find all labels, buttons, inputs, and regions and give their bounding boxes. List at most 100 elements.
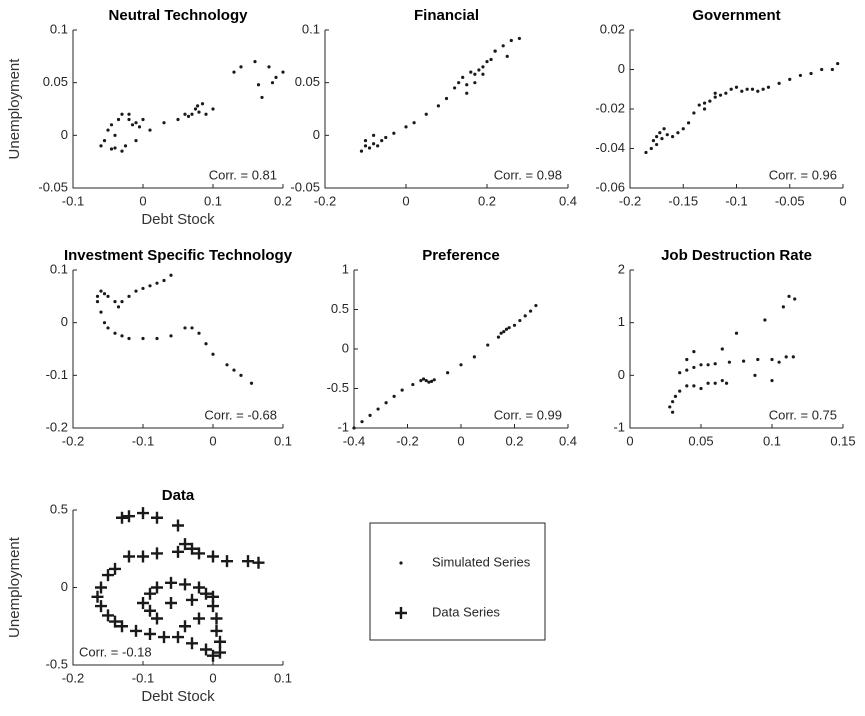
x-tick-label: -0.15 [668, 193, 698, 208]
data-point [155, 336, 159, 341]
data-point [777, 360, 781, 364]
data-point [210, 612, 223, 625]
data-point [673, 394, 678, 398]
data-point [137, 550, 149, 563]
data-point [127, 112, 131, 116]
data-point [692, 111, 696, 115]
data-point [211, 107, 215, 111]
data-point [360, 420, 364, 424]
data-point [141, 117, 145, 122]
data-point [720, 379, 724, 383]
data-point [421, 377, 426, 381]
y-axis-label: Unemployment [6, 58, 23, 160]
data-point [214, 635, 226, 648]
y-tick-label: 0.1 [302, 21, 320, 36]
data-point [692, 384, 696, 388]
data-point [444, 96, 449, 101]
data-point [253, 60, 257, 64]
data-point [742, 359, 746, 363]
chart-title: Data [162, 487, 195, 504]
data-point [204, 112, 208, 116]
data-point [504, 327, 509, 331]
data-point [453, 86, 457, 90]
data-point [784, 355, 788, 359]
x-tick-label: -0.1 [62, 193, 84, 208]
data-point [686, 121, 691, 125]
y-tick-label: 0.1 [50, 21, 68, 36]
data-point [734, 85, 739, 89]
data-point [127, 336, 131, 341]
annotation: Corr. = 0.81 [209, 167, 277, 182]
y-tick-label: 0 [61, 579, 68, 594]
data-point [134, 139, 138, 143]
data-point [787, 294, 791, 298]
data-point [95, 600, 107, 613]
y-tick-label: 0 [313, 127, 320, 142]
data-point [130, 123, 135, 127]
data-point [172, 631, 184, 644]
data-point [116, 305, 121, 309]
y-tick-label: 0 [61, 314, 68, 329]
data-point [120, 334, 124, 338]
data-point [481, 72, 485, 76]
x-tick-label: 0.1 [204, 193, 222, 208]
x-tick-label: 0.4 [559, 433, 577, 448]
data-point [372, 142, 376, 146]
x-tick-label: 0.4 [559, 193, 577, 208]
data-point [225, 363, 229, 367]
data-point [465, 91, 469, 95]
data-point [699, 386, 703, 391]
data-point [109, 147, 114, 151]
data-point [489, 57, 493, 62]
data-point [685, 384, 689, 388]
y-tick-label: 0.05 [43, 74, 68, 89]
data-point [239, 373, 243, 377]
data-point [120, 300, 124, 304]
data-point [179, 578, 191, 591]
data-point [186, 542, 198, 555]
data-point [130, 624, 142, 637]
data-point [376, 144, 380, 148]
x-tick-label: 0.1 [274, 670, 292, 685]
data-point [400, 388, 404, 392]
data-point [676, 131, 680, 135]
data-point [116, 117, 121, 122]
data-point [165, 576, 177, 589]
data-point [363, 144, 368, 148]
data-point [505, 54, 509, 58]
data-point [518, 318, 522, 323]
data-point [809, 71, 813, 76]
data-point [183, 326, 187, 330]
annotation: Corr. = 0.98 [494, 167, 562, 182]
data-point [713, 95, 717, 99]
x-tick-label: -0.2 [314, 193, 336, 208]
chart-title: Government [692, 7, 780, 24]
data-point [162, 121, 166, 125]
data-point [713, 91, 717, 95]
data-point [761, 87, 765, 91]
data-point [658, 131, 662, 135]
data-point [95, 294, 100, 298]
data-point [165, 597, 177, 609]
data-point [750, 87, 755, 91]
data-point [242, 555, 254, 568]
data-point [127, 294, 131, 298]
y-tick-label: 0 [618, 61, 625, 76]
x-tick-label: -0.1 [725, 193, 747, 208]
y-tick-label: 0 [342, 340, 349, 355]
data-point [193, 612, 205, 625]
x-tick-label: -0.2 [396, 433, 418, 448]
data-point [798, 73, 803, 78]
data-point [507, 326, 511, 330]
x-tick-label: 0.1 [763, 433, 781, 448]
data-point [461, 75, 465, 79]
x-tick-label: 0 [839, 193, 846, 208]
data-point [200, 587, 212, 600]
y-tick-label: -0.06 [595, 179, 625, 194]
data-point [384, 401, 388, 405]
chart-title: Preference [422, 247, 500, 264]
y-tick-label: -1 [337, 419, 349, 434]
y-tick-label: -0.1 [46, 367, 68, 382]
data-point [102, 292, 107, 296]
